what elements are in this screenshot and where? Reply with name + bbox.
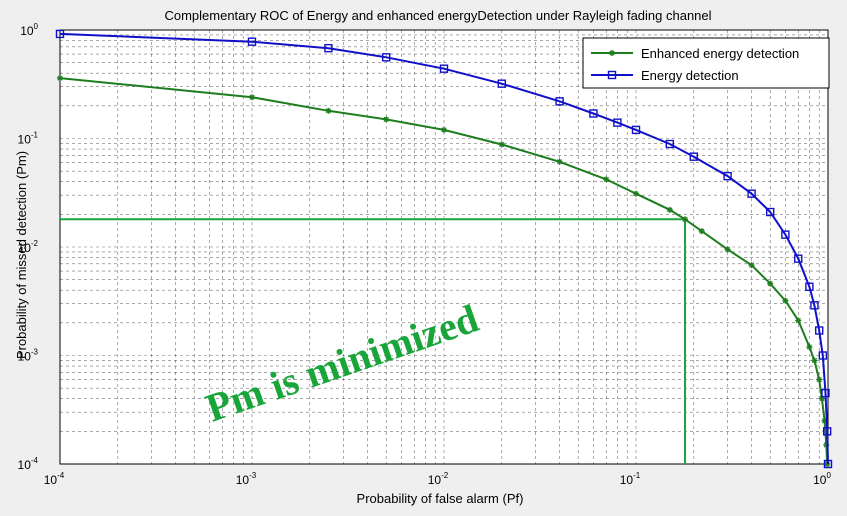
data-point	[589, 109, 598, 118]
data-point	[613, 118, 622, 127]
marker-stroke	[806, 344, 813, 350]
marker-stroke	[816, 376, 822, 383]
data-point	[816, 376, 823, 383]
data-point	[747, 189, 756, 198]
data-point	[556, 158, 563, 165]
chart-title: Complementary ROC of Energy and enhanced…	[164, 8, 711, 23]
data-point	[439, 64, 449, 73]
data-point	[806, 343, 813, 350]
x-tick-label: 10-4	[44, 471, 65, 487]
marker-stroke	[811, 357, 818, 364]
data-point	[383, 116, 390, 123]
data-point	[497, 79, 506, 88]
series-group	[55, 29, 833, 469]
data-point	[665, 139, 675, 149]
data-point	[767, 280, 774, 287]
marker-stroke	[383, 116, 389, 123]
data-point	[603, 176, 610, 183]
data-point	[805, 282, 814, 291]
legend-marker	[609, 50, 615, 56]
data-point	[794, 254, 803, 263]
data-point	[782, 297, 789, 304]
y-tick-label: 100	[20, 22, 38, 38]
data-point	[821, 388, 830, 398]
data-point	[781, 230, 790, 239]
marker-stroke	[325, 108, 332, 114]
data-point	[666, 206, 673, 213]
legend: Enhanced energy detection Energy detectio…	[582, 37, 830, 89]
marker-stroke	[748, 262, 755, 268]
legend-label: Energy detection	[641, 68, 739, 83]
marker-stroke	[57, 75, 63, 81]
data-point	[795, 317, 802, 324]
data-point	[689, 152, 698, 161]
data-point	[810, 301, 819, 310]
data-point	[249, 94, 255, 101]
x-tick-labels: 10-4 10-3 10-2 10-1 100	[44, 471, 832, 487]
marker-stroke	[667, 207, 673, 213]
marker-stroke	[499, 141, 505, 148]
data-point	[818, 351, 828, 360]
data-point	[698, 228, 705, 235]
x-tick-label: 100	[813, 471, 831, 487]
data-point	[555, 97, 564, 106]
data-point	[766, 207, 775, 217]
data-point	[682, 216, 689, 223]
data-point	[815, 326, 824, 335]
marker-stroke	[682, 216, 688, 222]
marker-stroke	[249, 94, 255, 100]
plot-frame	[59, 29, 829, 465]
data-point	[633, 190, 639, 197]
data-point	[823, 459, 833, 469]
x-axis-title: Probability of false alarm (Pf)	[357, 491, 524, 506]
marker-stroke	[633, 191, 639, 197]
data-point	[822, 427, 832, 436]
legend-label: Enhanced energy detection	[641, 46, 799, 61]
series-line-1	[59, 77, 829, 465]
marker-stroke	[767, 280, 773, 287]
marker-stroke	[699, 228, 705, 234]
marker-stroke	[441, 127, 447, 133]
data-point	[324, 43, 333, 53]
data-point	[325, 107, 332, 114]
data-point	[247, 37, 257, 46]
marker-stroke	[724, 246, 731, 253]
data-point	[811, 357, 818, 364]
grid	[59, 30, 828, 465]
marker-stroke	[609, 50, 615, 56]
data-point	[498, 141, 505, 148]
y-tick-label: 10-2	[18, 239, 39, 255]
data-point	[57, 75, 63, 82]
data-point	[723, 171, 732, 181]
y-axis-title: Probability of missed detection (Pm)	[14, 151, 29, 359]
data-point	[748, 262, 755, 269]
marker-stroke	[782, 298, 789, 304]
y-tick-label: 10-4	[18, 456, 39, 472]
data-point	[382, 53, 391, 62]
data-point	[441, 126, 447, 133]
data-point	[631, 125, 641, 135]
data-point	[55, 29, 65, 39]
x-tick-label: 10-3	[236, 471, 257, 487]
data-point	[724, 246, 731, 253]
marker-stroke	[556, 159, 563, 165]
marker-stroke	[603, 176, 609, 183]
reference-lines	[60, 218, 687, 464]
y-tick-label: 10-3	[18, 348, 39, 364]
y-tick-labels: 10-4 10-3 10-2 10-1 100	[18, 22, 39, 472]
marker-stroke	[795, 317, 801, 324]
legend-box	[582, 37, 830, 89]
y-tick-label: 10-1	[18, 131, 39, 147]
x-tick-label: 10-2	[428, 471, 449, 487]
x-tick-label: 10-1	[620, 471, 641, 487]
legend-marker	[607, 70, 617, 80]
